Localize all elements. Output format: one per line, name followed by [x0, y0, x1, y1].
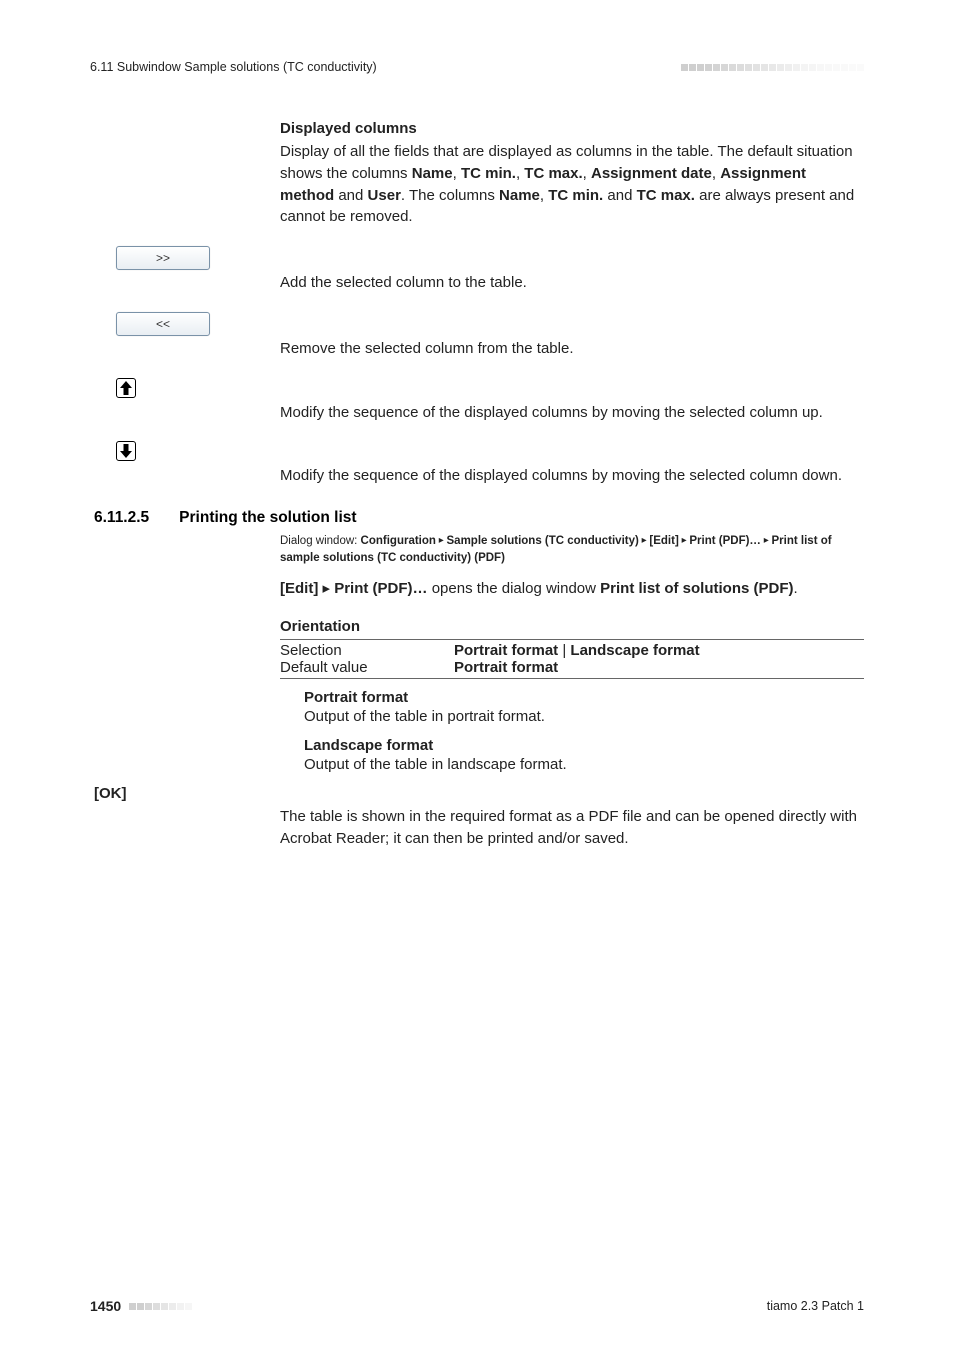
default-key: Default value [280, 659, 454, 676]
page-number: 1450 [90, 1298, 121, 1314]
remove-column-button[interactable]: << [116, 312, 210, 336]
portrait-title: Portrait format [304, 689, 864, 706]
header-ornament [681, 64, 864, 71]
selection-key: Selection [280, 642, 454, 659]
selection-value: Portrait format | Landscape format [454, 642, 700, 659]
header-section-path: 6.11 Subwindow Sample solutions (TC cond… [90, 60, 377, 74]
product-name: tiamo 2.3 Patch 1 [767, 1299, 864, 1313]
arrow-up-icon [120, 381, 132, 395]
add-column-button[interactable]: >> [116, 246, 210, 270]
section-title: Printing the solution list [179, 509, 356, 527]
move-up-button[interactable] [116, 378, 136, 398]
ok-body: The table is shown in the required forma… [280, 806, 864, 850]
move-down-button[interactable] [116, 441, 136, 461]
displayed-columns-heading: Displayed columns [280, 120, 864, 137]
portrait-body: Output of the table in portrait format. [304, 706, 864, 727]
displayed-columns-body: Display of all the fields that are displ… [280, 141, 864, 228]
section-number: 6.11.2.5 [94, 509, 149, 527]
ok-label: [OK] [94, 785, 864, 802]
remove-column-desc: Remove the selected column from the tabl… [280, 338, 864, 360]
move-up-desc: Modify the sequence of the displayed col… [280, 402, 864, 424]
orientation-heading: Orientation [280, 618, 864, 635]
landscape-title: Landscape format [304, 737, 864, 754]
add-column-desc: Add the selected column to the table. [280, 272, 864, 294]
arrow-down-icon [120, 444, 132, 458]
open-dialog-line: [Edit] ▸ Print (PDF)… opens the dialog w… [280, 578, 864, 600]
move-down-desc: Modify the sequence of the displayed col… [280, 465, 864, 487]
default-value: Portrait format [454, 659, 558, 676]
landscape-body: Output of the table in landscape format. [304, 754, 864, 775]
footer-ornament [129, 1303, 192, 1310]
orientation-table: Selection Portrait format | Landscape fo… [280, 639, 864, 679]
dialog-path: Dialog window: Configuration ▸ Sample so… [280, 533, 864, 566]
